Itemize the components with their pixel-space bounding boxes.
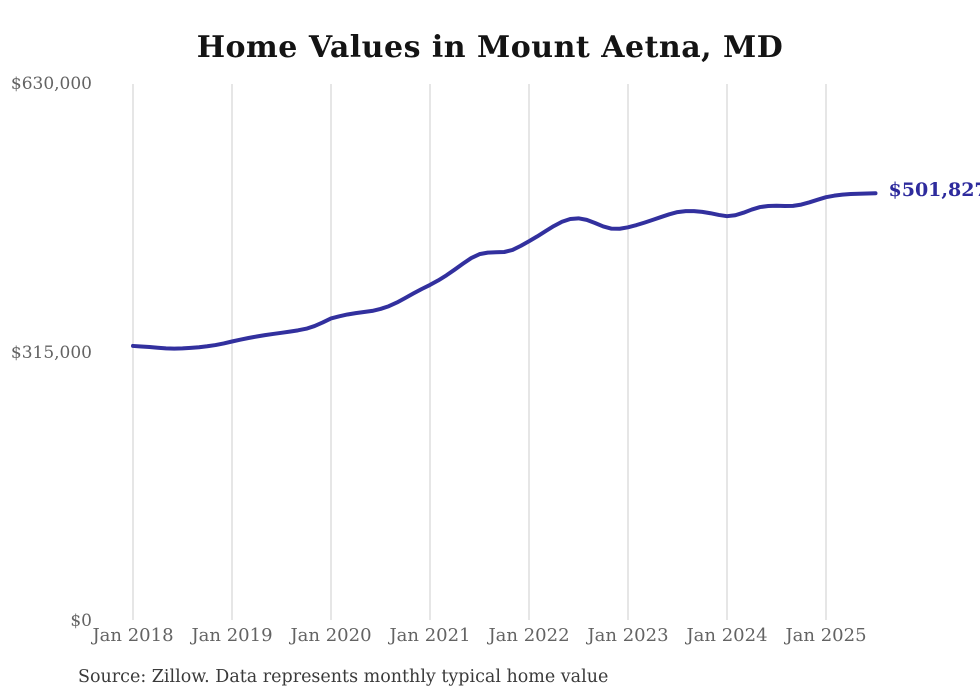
chart-title: Home Values in Mount Aetna, MD [196, 30, 784, 65]
y-axis-tick-630000: $630,000 [10, 74, 92, 94]
x-axis-tick-jan-2019: Jan 2019 [191, 625, 273, 646]
source-note: Source: Zillow. Data represents monthly … [78, 667, 609, 687]
x-axis-tick-jan-2021: Jan 2021 [389, 625, 471, 646]
y-axis-tick-315000: $315,000 [10, 342, 92, 363]
x-axis-tick-jan-2022: Jan 2022 [488, 625, 570, 646]
home-value-line [131, 191, 878, 351]
x-axis-tick-jan-2024: Jan 2024 [686, 625, 768, 646]
x-axis-tick-jan-2020: Jan 2020 [290, 625, 372, 646]
x-axis-tick-jan-2023: Jan 2023 [587, 625, 669, 646]
x-axis-tick-jan-2018: Jan 2018 [92, 625, 174, 646]
x-axis-tick-jan-2025: Jan 2025 [785, 625, 867, 646]
latest-value-label: $501,827 [888, 179, 980, 202]
y-axis-tick-0: $0 [70, 611, 92, 631]
